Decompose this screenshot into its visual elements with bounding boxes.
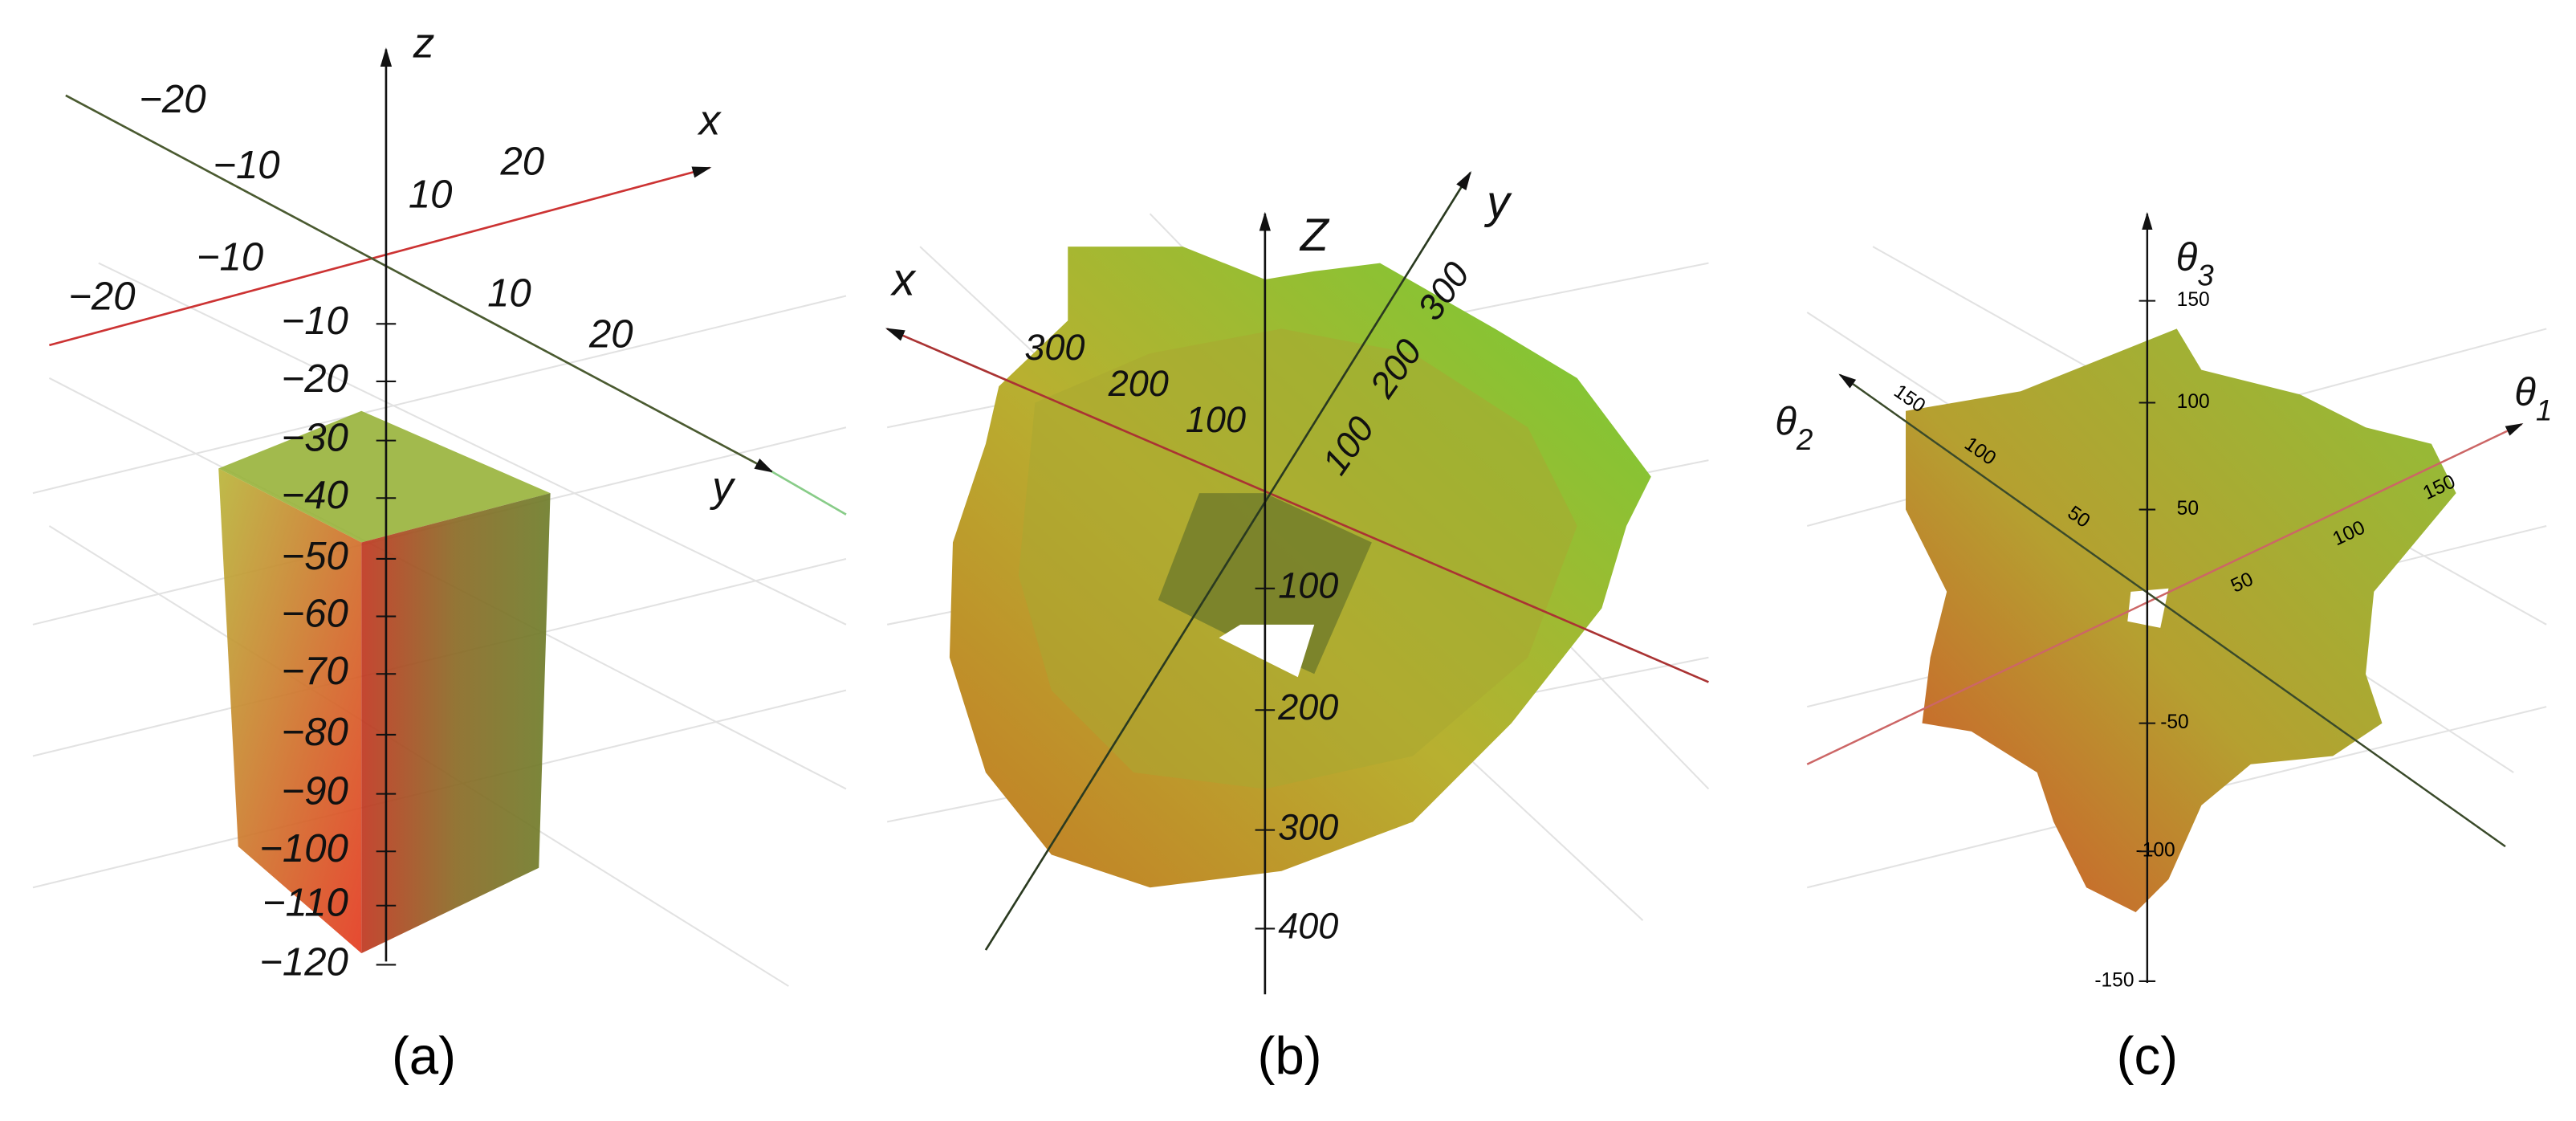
axis-label: θ2 xyxy=(1775,400,1813,456)
panel-a-axes xyxy=(49,47,847,962)
z-tick-label: −70 xyxy=(282,650,348,693)
axis-symbol: θ xyxy=(2514,370,2536,414)
z-tick-label: −110 xyxy=(262,882,348,925)
z-tick-label: 100 xyxy=(2177,391,2210,413)
x-tick-label: −20 xyxy=(68,275,135,319)
caption: (b) xyxy=(1258,1026,1322,1085)
axis-symbol: θ xyxy=(2176,235,2198,279)
axis-subscript: 3 xyxy=(2197,259,2214,291)
panel-b-axes xyxy=(885,170,1709,995)
z-tick-label: -50 xyxy=(2160,711,2188,733)
z-tick-label: 400 xyxy=(1278,905,1338,946)
z-tick-label: −40 xyxy=(282,474,348,517)
panel-a-solid xyxy=(218,410,551,954)
z-tick-label: 150 xyxy=(2177,289,2210,311)
panel-c-solid xyxy=(1906,328,2456,912)
axis-label: y xyxy=(1483,177,1512,228)
axis-label: x xyxy=(889,254,917,305)
z-tick-label: -150 xyxy=(2094,969,2134,991)
z-tick-label: −80 xyxy=(282,711,348,754)
axis-label: θ3 xyxy=(2176,235,2215,291)
z-tick-label: −30 xyxy=(282,417,348,460)
caption: (c) xyxy=(2117,1026,2178,1085)
z-tick-label: −10 xyxy=(282,300,348,343)
z-tick-label: −50 xyxy=(282,535,348,578)
x-tick-label: −10 xyxy=(197,235,263,279)
x-tick-label: 10 xyxy=(409,173,453,217)
axis-subscript: 1 xyxy=(2536,393,2552,426)
z-tick-label: 100 xyxy=(1278,565,1338,606)
axis-label: x xyxy=(697,97,722,145)
x-tick-label: 100 xyxy=(1186,399,1246,440)
z-tick-label: 50 xyxy=(2177,498,2199,520)
x-tick-label: 300 xyxy=(1024,327,1085,368)
z-tick-label: −90 xyxy=(282,770,348,813)
axis-label: y xyxy=(709,463,736,511)
y-tick-label: −10 xyxy=(213,144,279,187)
y-tick-label: 10 xyxy=(487,271,531,315)
z-tick-label: −20 xyxy=(282,357,348,401)
z-tick-label: −120 xyxy=(259,940,348,984)
axis-label: Z xyxy=(1299,210,1330,261)
z-tick-label: −100 xyxy=(259,827,348,870)
axis-subscript: 2 xyxy=(1796,423,1813,456)
z-tick-label: 300 xyxy=(1278,807,1338,848)
x-tick-label: 20 xyxy=(499,141,544,184)
y-tick-label: −20 xyxy=(139,78,206,121)
x-tick-label: 200 xyxy=(1108,363,1169,404)
caption: (a) xyxy=(392,1026,456,1085)
panel-c-axes xyxy=(1806,211,2524,983)
axis-label: θ1 xyxy=(2514,370,2552,426)
z-tick-label: −60 xyxy=(282,593,348,636)
z-tick-label: 200 xyxy=(1277,687,1338,728)
axis-label: z xyxy=(413,19,435,67)
y-tick-label: 20 xyxy=(588,313,633,357)
axis-symbol: θ xyxy=(1775,400,1797,443)
